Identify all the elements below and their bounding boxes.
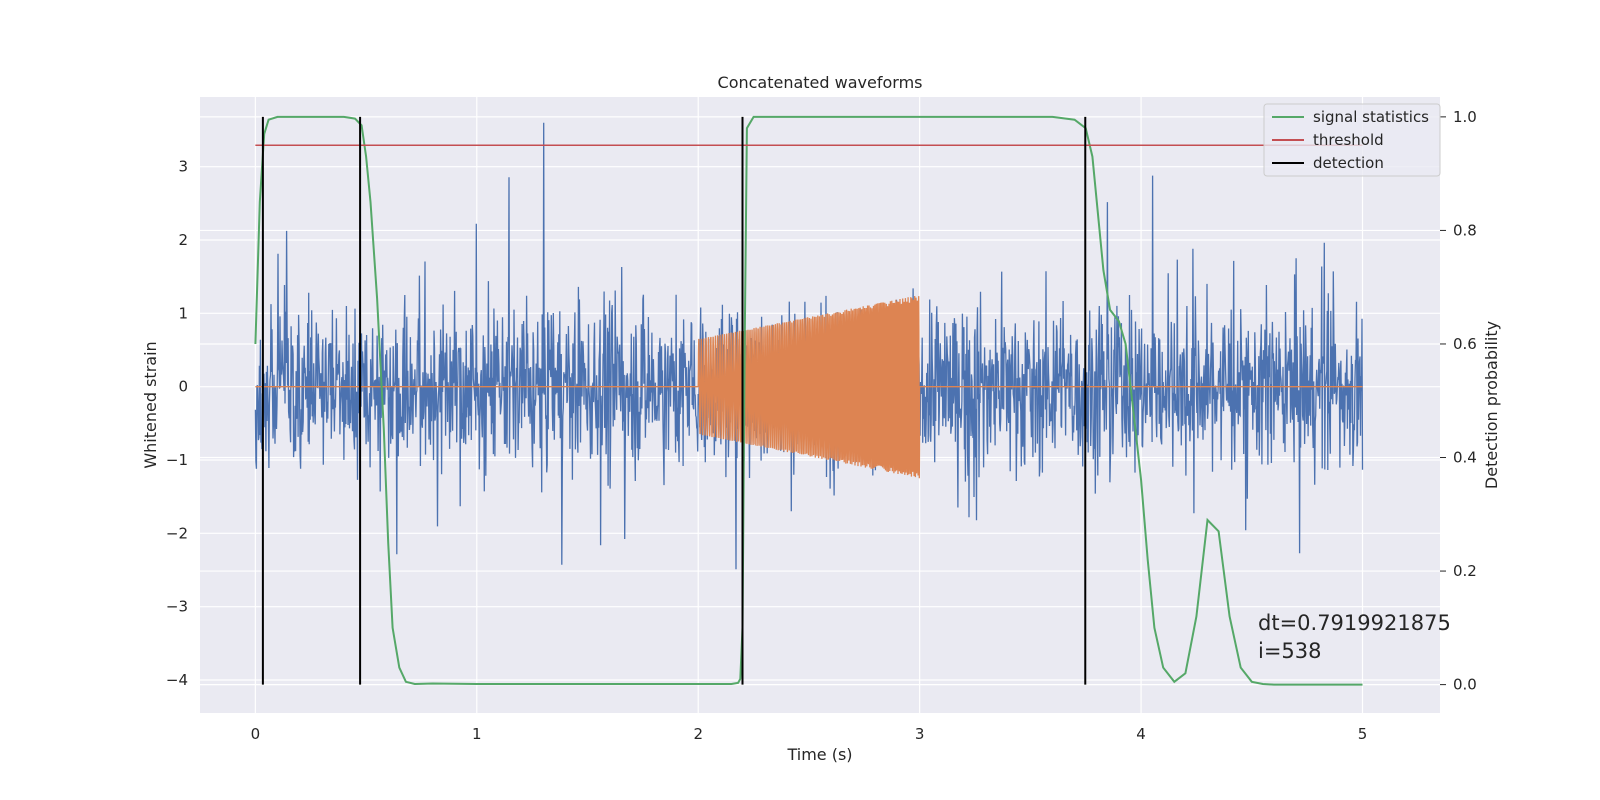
legend-item-detection-label: detection xyxy=(1313,154,1384,172)
y-tick-label: 3 xyxy=(178,158,188,176)
y-right-tick-label: 0.2 xyxy=(1453,562,1477,580)
y-tick-label: 1 xyxy=(178,304,188,322)
signal-statistics-series xyxy=(254,115,1363,686)
y-right-tick-label: 0.8 xyxy=(1453,221,1477,239)
legend-item-signal-statistics-label: signal statistics xyxy=(1313,108,1429,126)
x-tick-label: 0 xyxy=(251,725,261,743)
y-right-tick-label: 0.6 xyxy=(1453,335,1477,353)
y-axis-label-right: Detection probability xyxy=(1482,321,1501,489)
x-tick-label: 1 xyxy=(472,725,482,743)
y-right-tick-label: 0.0 xyxy=(1453,676,1477,694)
annotation-line: i=538 xyxy=(1258,639,1322,663)
y-right-tick-label: 0.4 xyxy=(1453,449,1477,467)
signal-statistics-line xyxy=(254,115,1363,686)
y-tick-label: −4 xyxy=(166,671,188,689)
injection-line xyxy=(255,295,1363,479)
chart-title: Concatenated waveforms xyxy=(718,73,923,92)
axis-ticks: 0 1 2 3 4 5 −4 −3 −2 −1 0 1 2 3 0.0 0.2 0.4 0.6 0.8 1.0 xyxy=(166,108,1477,743)
y-tick-label: −2 xyxy=(166,524,188,542)
legend: signal statistics threshold detection xyxy=(1263,103,1441,177)
y-tick-label: 0 xyxy=(178,378,188,396)
annotation: dt=0.7919921875 i=538 xyxy=(1258,611,1451,663)
y-tick-label: 2 xyxy=(178,231,188,249)
y-tick-label: −1 xyxy=(166,451,188,469)
x-tick-label: 3 xyxy=(915,725,925,743)
injection-series xyxy=(255,295,1363,479)
legend-box xyxy=(1263,103,1441,177)
annotation-line: dt=0.7919921875 xyxy=(1258,611,1451,635)
legend-item-threshold-label: threshold xyxy=(1313,131,1384,149)
x-tick-label: 2 xyxy=(693,725,703,743)
y-tick-label: −3 xyxy=(166,598,188,616)
x-axis-label: Time (s) xyxy=(786,745,852,764)
x-tick-label: 4 xyxy=(1136,725,1146,743)
y-axis-label-left: Whitened strain xyxy=(141,341,160,468)
y-right-tick-label: 1.0 xyxy=(1453,108,1477,126)
x-tick-label: 5 xyxy=(1358,725,1368,743)
